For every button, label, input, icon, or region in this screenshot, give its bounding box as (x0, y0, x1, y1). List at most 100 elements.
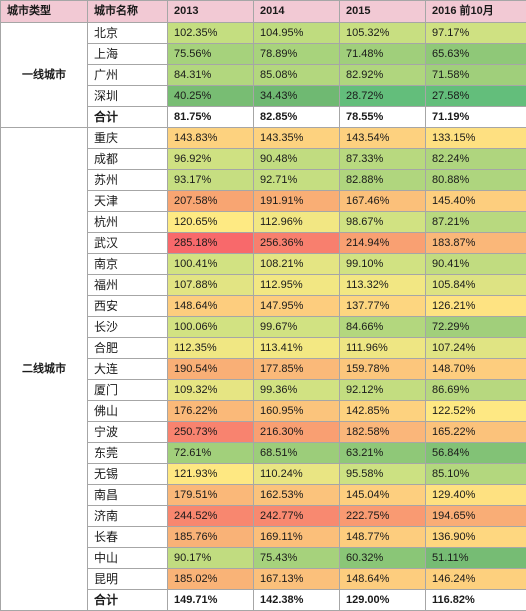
value-cell: 169.11% (254, 527, 340, 548)
value-cell: 80.88% (426, 170, 526, 191)
city-name-cell: 南昌 (88, 485, 168, 506)
city-name-cell: 西安 (88, 296, 168, 317)
value-cell: 143.54% (340, 128, 426, 149)
value-cell: 72.61% (168, 443, 254, 464)
value-cell: 105.32% (340, 23, 426, 44)
value-cell: 160.95% (254, 401, 340, 422)
value-cell: 65.63% (426, 44, 526, 65)
value-cell: 100.06% (168, 317, 254, 338)
total-label: 合计 (88, 590, 168, 611)
header-year-2013: 2013 (168, 1, 254, 23)
value-cell: 121.93% (168, 464, 254, 485)
value-cell: 133.15% (426, 128, 526, 149)
total-value-cell: 129.00% (340, 590, 426, 611)
value-cell: 87.33% (340, 149, 426, 170)
value-cell: 60.32% (340, 548, 426, 569)
value-cell: 112.95% (254, 275, 340, 296)
value-cell: 68.51% (254, 443, 340, 464)
city-name-cell: 福州 (88, 275, 168, 296)
value-cell: 27.58% (426, 86, 526, 107)
value-cell: 99.67% (254, 317, 340, 338)
value-cell: 111.96% (340, 338, 426, 359)
total-value-cell: 78.55% (340, 107, 426, 128)
value-cell: 129.40% (426, 485, 526, 506)
header-year-2016: 2016 前10月 (426, 1, 526, 23)
value-cell: 87.21% (426, 212, 526, 233)
value-cell: 84.31% (168, 65, 254, 86)
value-cell: 40.25% (168, 86, 254, 107)
value-cell: 222.75% (340, 506, 426, 527)
header-row: 城市类型 城市名称 2013 2014 2015 2016 前10月 (1, 1, 526, 23)
city-name-cell: 天津 (88, 191, 168, 212)
value-cell: 159.78% (340, 359, 426, 380)
value-cell: 63.21% (340, 443, 426, 464)
value-cell: 250.73% (168, 422, 254, 443)
value-cell: 102.35% (168, 23, 254, 44)
city-name-cell: 深圳 (88, 86, 168, 107)
value-cell: 162.53% (254, 485, 340, 506)
value-cell: 92.12% (340, 380, 426, 401)
value-cell: 148.77% (340, 527, 426, 548)
value-cell: 112.96% (254, 212, 340, 233)
value-cell: 136.90% (426, 527, 526, 548)
total-value-cell: 81.75% (168, 107, 254, 128)
value-cell: 148.64% (340, 569, 426, 590)
city-name-cell: 苏州 (88, 170, 168, 191)
city-name-cell: 济南 (88, 506, 168, 527)
value-cell: 34.43% (254, 86, 340, 107)
value-cell: 96.92% (168, 149, 254, 170)
value-cell: 75.56% (168, 44, 254, 65)
value-cell: 176.22% (168, 401, 254, 422)
value-cell: 244.52% (168, 506, 254, 527)
header-year-2015: 2015 (340, 1, 426, 23)
value-cell: 98.67% (340, 212, 426, 233)
city-name-cell: 厦门 (88, 380, 168, 401)
total-value-cell: 149.71% (168, 590, 254, 611)
city-name-cell: 佛山 (88, 401, 168, 422)
value-cell: 99.10% (340, 254, 426, 275)
value-cell: 93.17% (168, 170, 254, 191)
total-value-cell: 142.38% (254, 590, 340, 611)
value-cell: 190.54% (168, 359, 254, 380)
city-name-cell: 长春 (88, 527, 168, 548)
header-year-2014: 2014 (254, 1, 340, 23)
value-cell: 214.94% (340, 233, 426, 254)
total-value-cell: 71.19% (426, 107, 526, 128)
value-cell: 105.84% (426, 275, 526, 296)
value-cell: 145.04% (340, 485, 426, 506)
value-cell: 194.65% (426, 506, 526, 527)
value-cell: 179.51% (168, 485, 254, 506)
value-cell: 90.41% (426, 254, 526, 275)
city-name-cell: 武汉 (88, 233, 168, 254)
city-name-cell: 北京 (88, 23, 168, 44)
city-type-cell: 一线城市 (1, 23, 88, 128)
value-cell: 71.48% (340, 44, 426, 65)
value-cell: 75.43% (254, 548, 340, 569)
value-cell: 148.64% (168, 296, 254, 317)
value-cell: 90.48% (254, 149, 340, 170)
value-cell: 167.13% (254, 569, 340, 590)
city-name-cell: 合肥 (88, 338, 168, 359)
value-cell: 107.88% (168, 275, 254, 296)
city-name-cell: 南京 (88, 254, 168, 275)
value-cell: 107.24% (426, 338, 526, 359)
value-cell: 185.02% (168, 569, 254, 590)
city-name-cell: 上海 (88, 44, 168, 65)
value-cell: 85.08% (254, 65, 340, 86)
value-cell: 82.92% (340, 65, 426, 86)
header-city-type: 城市类型 (1, 1, 88, 23)
value-cell: 51.11% (426, 548, 526, 569)
city-name-cell: 重庆 (88, 128, 168, 149)
city-name-cell: 广州 (88, 65, 168, 86)
value-cell: 100.41% (168, 254, 254, 275)
value-cell: 285.18% (168, 233, 254, 254)
value-cell: 185.76% (168, 527, 254, 548)
city-name-cell: 成都 (88, 149, 168, 170)
value-cell: 122.52% (426, 401, 526, 422)
value-cell: 145.40% (426, 191, 526, 212)
city-name-cell: 东莞 (88, 443, 168, 464)
value-cell: 56.84% (426, 443, 526, 464)
